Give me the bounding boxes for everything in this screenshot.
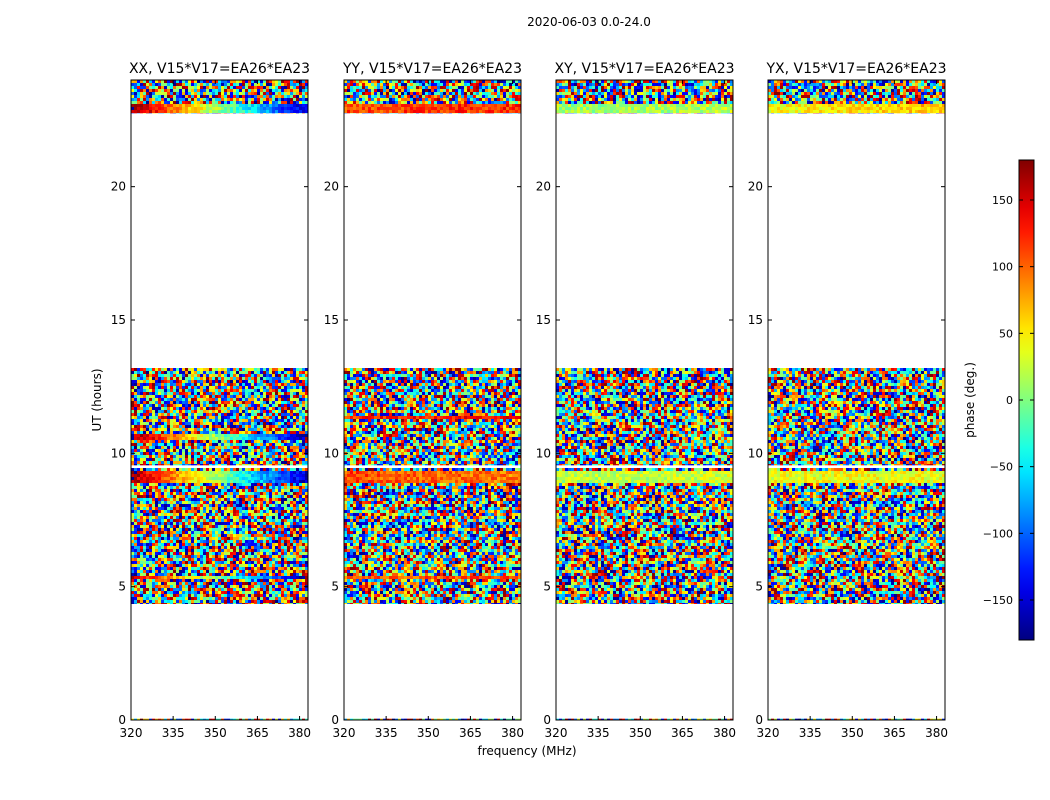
x-tick-label: 365: [246, 726, 269, 740]
axes-frame: [555, 79, 734, 721]
y-tick-label: 20: [324, 180, 339, 194]
data-block: [131, 718, 308, 720]
x-tick-label: 335: [799, 726, 822, 740]
x-tick-label: 350: [417, 726, 440, 740]
y-tick-label: 10: [111, 446, 126, 460]
x-tick-label: 335: [162, 726, 185, 740]
y-tick-label: 0: [118, 713, 126, 727]
data-block: [344, 368, 521, 466]
colorbar-tick-label: 100: [992, 261, 1013, 274]
x-tick-label: 320: [120, 726, 143, 740]
y-tick-label: 0: [331, 713, 339, 727]
x-tick-label: 365: [459, 726, 482, 740]
data-block: [768, 368, 945, 466]
panel-3: YX, V15*V17=EA26*EA23 320 335 350 365 380 0 5 10…: [748, 61, 948, 740]
x-tick-label: 380: [925, 726, 948, 740]
x-tick-label: 350: [204, 726, 227, 740]
colorbar-tick-label: 0: [1006, 394, 1013, 407]
x-tick-label: 350: [629, 726, 652, 740]
figure-title: 2020-06-03 0.0-24.0: [527, 15, 651, 29]
colorbar-tick-label: 50: [999, 327, 1013, 340]
heatmap-1: [344, 80, 521, 720]
x-tick-label: 320: [333, 726, 356, 740]
data-block: [768, 80, 945, 114]
heatmap-0: [131, 80, 308, 720]
y-axis-label: UT (hours): [90, 368, 104, 431]
data-block: [556, 80, 733, 114]
data-block: [556, 368, 733, 466]
x-tick-label: 320: [757, 726, 780, 740]
data-block: [556, 718, 733, 720]
data-block: [768, 468, 945, 604]
panel-0: XX, V15*V17=EA26*EA23 320 335 350 365 380 0 5 10…: [90, 61, 311, 740]
colorbar-tick-label: −150: [983, 594, 1013, 607]
y-tick-label: 10: [536, 446, 551, 460]
y-tick-label: 15: [536, 313, 551, 327]
x-tick-label: 365: [883, 726, 906, 740]
y-tick-label: 0: [755, 713, 763, 727]
data-block: [131, 368, 308, 466]
x-tick-label: 380: [713, 726, 736, 740]
heatmap-3: [768, 80, 945, 720]
panel-2: XY, V15*V17=EA26*EA23 320 335 350 365 380 0 5 10…: [536, 61, 736, 740]
panel-title: XY, V15*V17=EA26*EA23: [554, 61, 734, 77]
panel-title: YY, V15*V17=EA26*EA23: [342, 61, 522, 77]
colorbar-tick-label: 150: [992, 194, 1013, 207]
panel-title: XX, V15*V17=EA26*EA23: [129, 61, 310, 77]
x-tick-label: 350: [841, 726, 864, 740]
y-tick-label: 10: [748, 446, 763, 460]
data-block: [131, 468, 308, 604]
data-block: [556, 468, 733, 604]
x-tick-label: 365: [671, 726, 694, 740]
y-tick-label: 5: [118, 580, 126, 594]
panel-1: YY, V15*V17=EA26*EA23 320 335 350 365 380 0 5 10…: [324, 61, 577, 758]
x-tick-label: 380: [288, 726, 311, 740]
colorbar-tick-label: −100: [983, 527, 1013, 540]
axes-frame: [343, 79, 522, 721]
x-tick-label: 335: [587, 726, 610, 740]
y-tick-label: 20: [748, 180, 763, 194]
colorbar: phase (deg.) −150 −100 −50 0 50 100 150: [963, 159, 1035, 641]
x-tick-label: 335: [375, 726, 398, 740]
data-block: [344, 718, 521, 720]
data-block: [768, 718, 945, 720]
data-block: [131, 80, 308, 114]
y-tick-label: 5: [543, 580, 551, 594]
axes-frame: [130, 79, 309, 721]
y-tick-label: 15: [324, 313, 339, 327]
panels: XX, V15*V17=EA26*EA23 320 335 350 365 380 0 5 10…: [90, 61, 948, 758]
y-tick-label: 10: [324, 446, 339, 460]
x-axis-label: frequency (MHz): [477, 744, 576, 758]
y-tick-label: 0: [543, 713, 551, 727]
x-tick-label: 380: [501, 726, 524, 740]
data-block: [344, 468, 521, 604]
heatmap-2: [556, 80, 733, 720]
axes-frame: [767, 79, 946, 721]
data-block: [344, 80, 521, 114]
colorbar-tick-label: −50: [990, 461, 1013, 474]
y-tick-label: 15: [111, 313, 126, 327]
panel-title: YX, V15*V17=EA26*EA23: [765, 61, 946, 77]
y-tick-label: 20: [536, 180, 551, 194]
y-tick-label: 5: [755, 580, 763, 594]
y-tick-label: 15: [748, 313, 763, 327]
colorbar-label: phase (deg.): [963, 362, 977, 438]
x-tick-label: 320: [545, 726, 568, 740]
y-tick-label: 5: [331, 580, 339, 594]
y-tick-label: 20: [111, 180, 126, 194]
